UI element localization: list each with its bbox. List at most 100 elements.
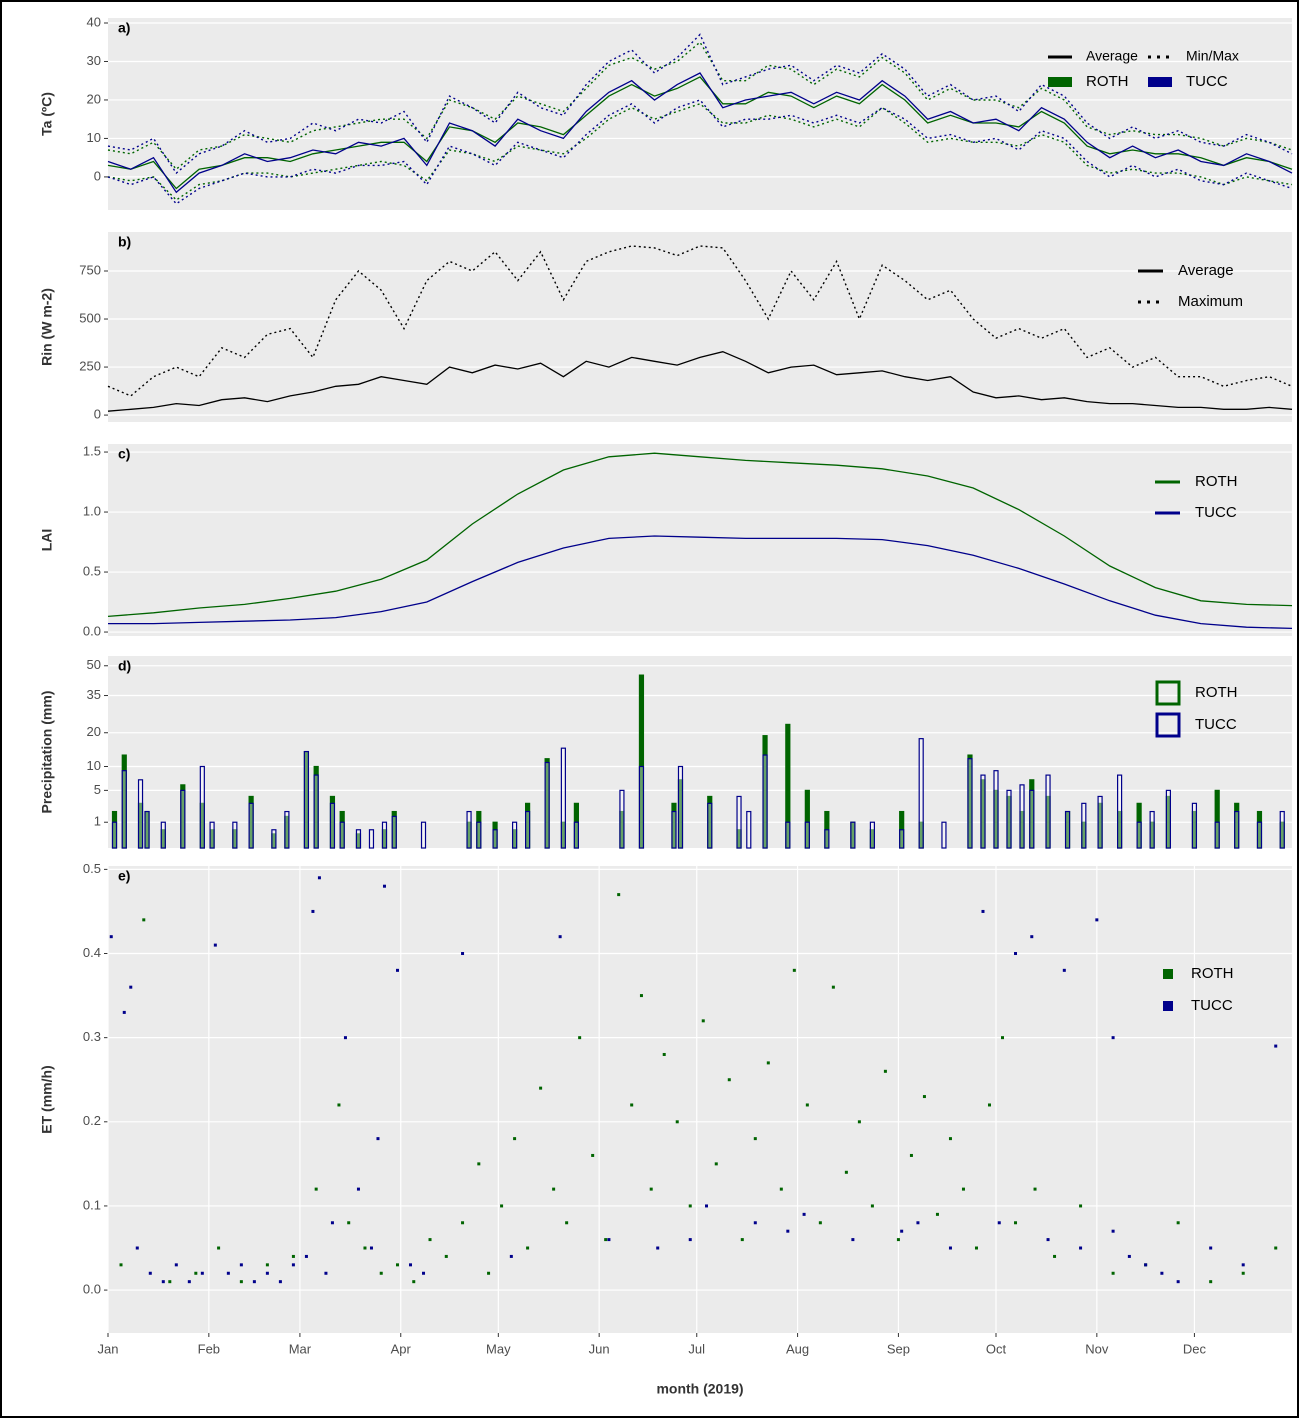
point [148, 1271, 152, 1275]
point [649, 1187, 653, 1191]
y-tick-label: 0.5 [83, 861, 101, 876]
point [948, 1137, 952, 1141]
bar [1019, 784, 1025, 849]
legend-label: TUCC [1191, 997, 1233, 1014]
bar [144, 810, 150, 849]
point [1274, 1246, 1278, 1250]
point [187, 1280, 191, 1284]
bar [466, 810, 472, 849]
bar [677, 765, 684, 849]
bar [1256, 821, 1263, 849]
bar [232, 821, 238, 849]
point [1079, 1246, 1083, 1250]
y-tick-label: 10 [87, 130, 101, 145]
bar [993, 770, 999, 849]
x-tick-label: Mar [289, 1341, 312, 1356]
bar [209, 821, 215, 849]
point [639, 994, 643, 998]
point [896, 1238, 900, 1242]
bar [303, 750, 310, 849]
point [317, 876, 321, 880]
panel-label: a) [118, 20, 130, 36]
y-tick-label: 0.3 [83, 1029, 101, 1044]
point [714, 1162, 718, 1166]
point [330, 1221, 334, 1225]
bar [476, 821, 482, 849]
y-tick-label: 20 [87, 724, 101, 739]
point [1111, 1271, 1115, 1275]
bar [1234, 810, 1240, 849]
point [607, 1238, 611, 1242]
point [662, 1052, 666, 1056]
bar [271, 829, 277, 849]
point [337, 1103, 341, 1107]
point [805, 1103, 809, 1107]
point [558, 935, 562, 939]
point [909, 1153, 913, 1157]
line [108, 535, 1293, 630]
point [578, 1036, 582, 1040]
point [444, 1254, 448, 1258]
bar [511, 821, 518, 849]
point [961, 1187, 965, 1191]
point [604, 1238, 608, 1242]
point [675, 1120, 679, 1124]
bar [1117, 774, 1123, 849]
bar [391, 815, 397, 849]
point [311, 909, 315, 913]
bar [329, 802, 336, 849]
point [1241, 1271, 1245, 1275]
point [168, 1280, 172, 1284]
x-tick-label: Aug [786, 1341, 809, 1356]
line [107, 72, 1293, 194]
bar [804, 821, 810, 849]
bar [339, 821, 345, 849]
x-tick-label: Oct [986, 1341, 1007, 1356]
point [987, 1103, 991, 1107]
line [107, 33, 1293, 175]
point [265, 1271, 269, 1275]
y-axis-title: LAI [39, 529, 55, 552]
point [194, 1271, 198, 1275]
point [922, 1095, 926, 1099]
panel-background [108, 18, 1292, 210]
point [314, 1187, 318, 1191]
point [174, 1263, 178, 1267]
point [239, 1263, 243, 1267]
point [135, 1246, 139, 1250]
point [948, 1246, 952, 1250]
y-tick-label: 1.0 [83, 503, 101, 518]
bar [248, 802, 254, 849]
point [916, 1221, 920, 1225]
legend-label: Average [1086, 48, 1138, 64]
panel-label: c) [118, 446, 130, 462]
y-tick-label: 0.4 [83, 945, 101, 960]
point [1209, 1246, 1213, 1250]
point [200, 1271, 204, 1275]
line [107, 245, 1293, 397]
point [428, 1238, 432, 1242]
bar [1081, 802, 1087, 849]
bar [121, 770, 127, 849]
bar [1064, 810, 1071, 849]
point [1062, 968, 1066, 972]
legend-label: ROTH [1191, 965, 1234, 982]
point [356, 1187, 360, 1191]
bar [980, 774, 986, 849]
point [753, 1221, 757, 1225]
bar [313, 774, 319, 849]
point [552, 1187, 556, 1191]
point [1053, 1254, 1057, 1258]
point [369, 1246, 373, 1250]
point [565, 1221, 569, 1225]
y-axis-title: Rin (W m-2) [39, 288, 55, 366]
point [883, 1069, 887, 1073]
x-tick-label: Nov [1085, 1341, 1109, 1356]
point [740, 1238, 744, 1242]
bar [284, 810, 290, 849]
bar [638, 765, 645, 849]
bar [785, 821, 791, 849]
bar [492, 829, 498, 849]
legend-key [1155, 680, 1181, 706]
point [239, 1280, 243, 1284]
